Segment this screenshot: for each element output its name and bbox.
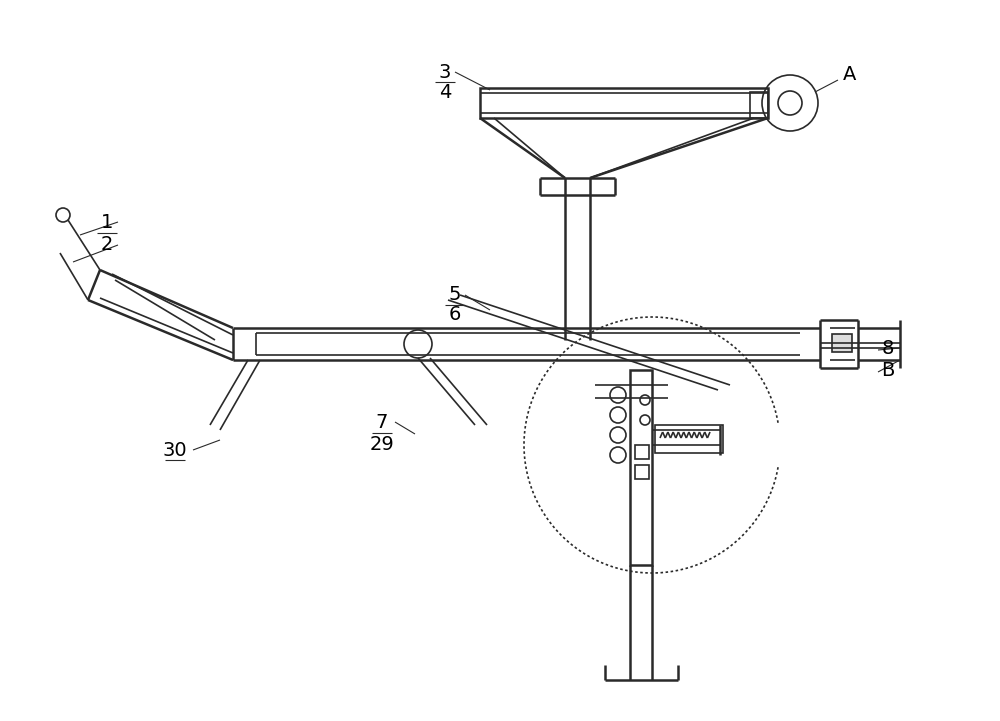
Text: 5: 5: [449, 286, 461, 304]
Text: 29: 29: [370, 435, 394, 454]
Text: 1: 1: [101, 213, 113, 231]
Text: 2: 2: [101, 236, 113, 255]
Text: 3: 3: [439, 63, 451, 81]
Bar: [630, 370, 652, 565]
Bar: [832, 334, 852, 352]
Bar: [480, 88, 768, 118]
Bar: [635, 445, 649, 459]
Text: 4: 4: [439, 82, 451, 102]
Text: A: A: [843, 66, 857, 84]
Bar: [655, 425, 723, 453]
Text: 7: 7: [376, 412, 388, 431]
Bar: [750, 92, 768, 118]
Text: 8: 8: [882, 338, 894, 358]
Bar: [635, 465, 649, 479]
Text: B: B: [881, 360, 895, 379]
Text: 30: 30: [163, 441, 187, 459]
Text: 6: 6: [449, 306, 461, 324]
